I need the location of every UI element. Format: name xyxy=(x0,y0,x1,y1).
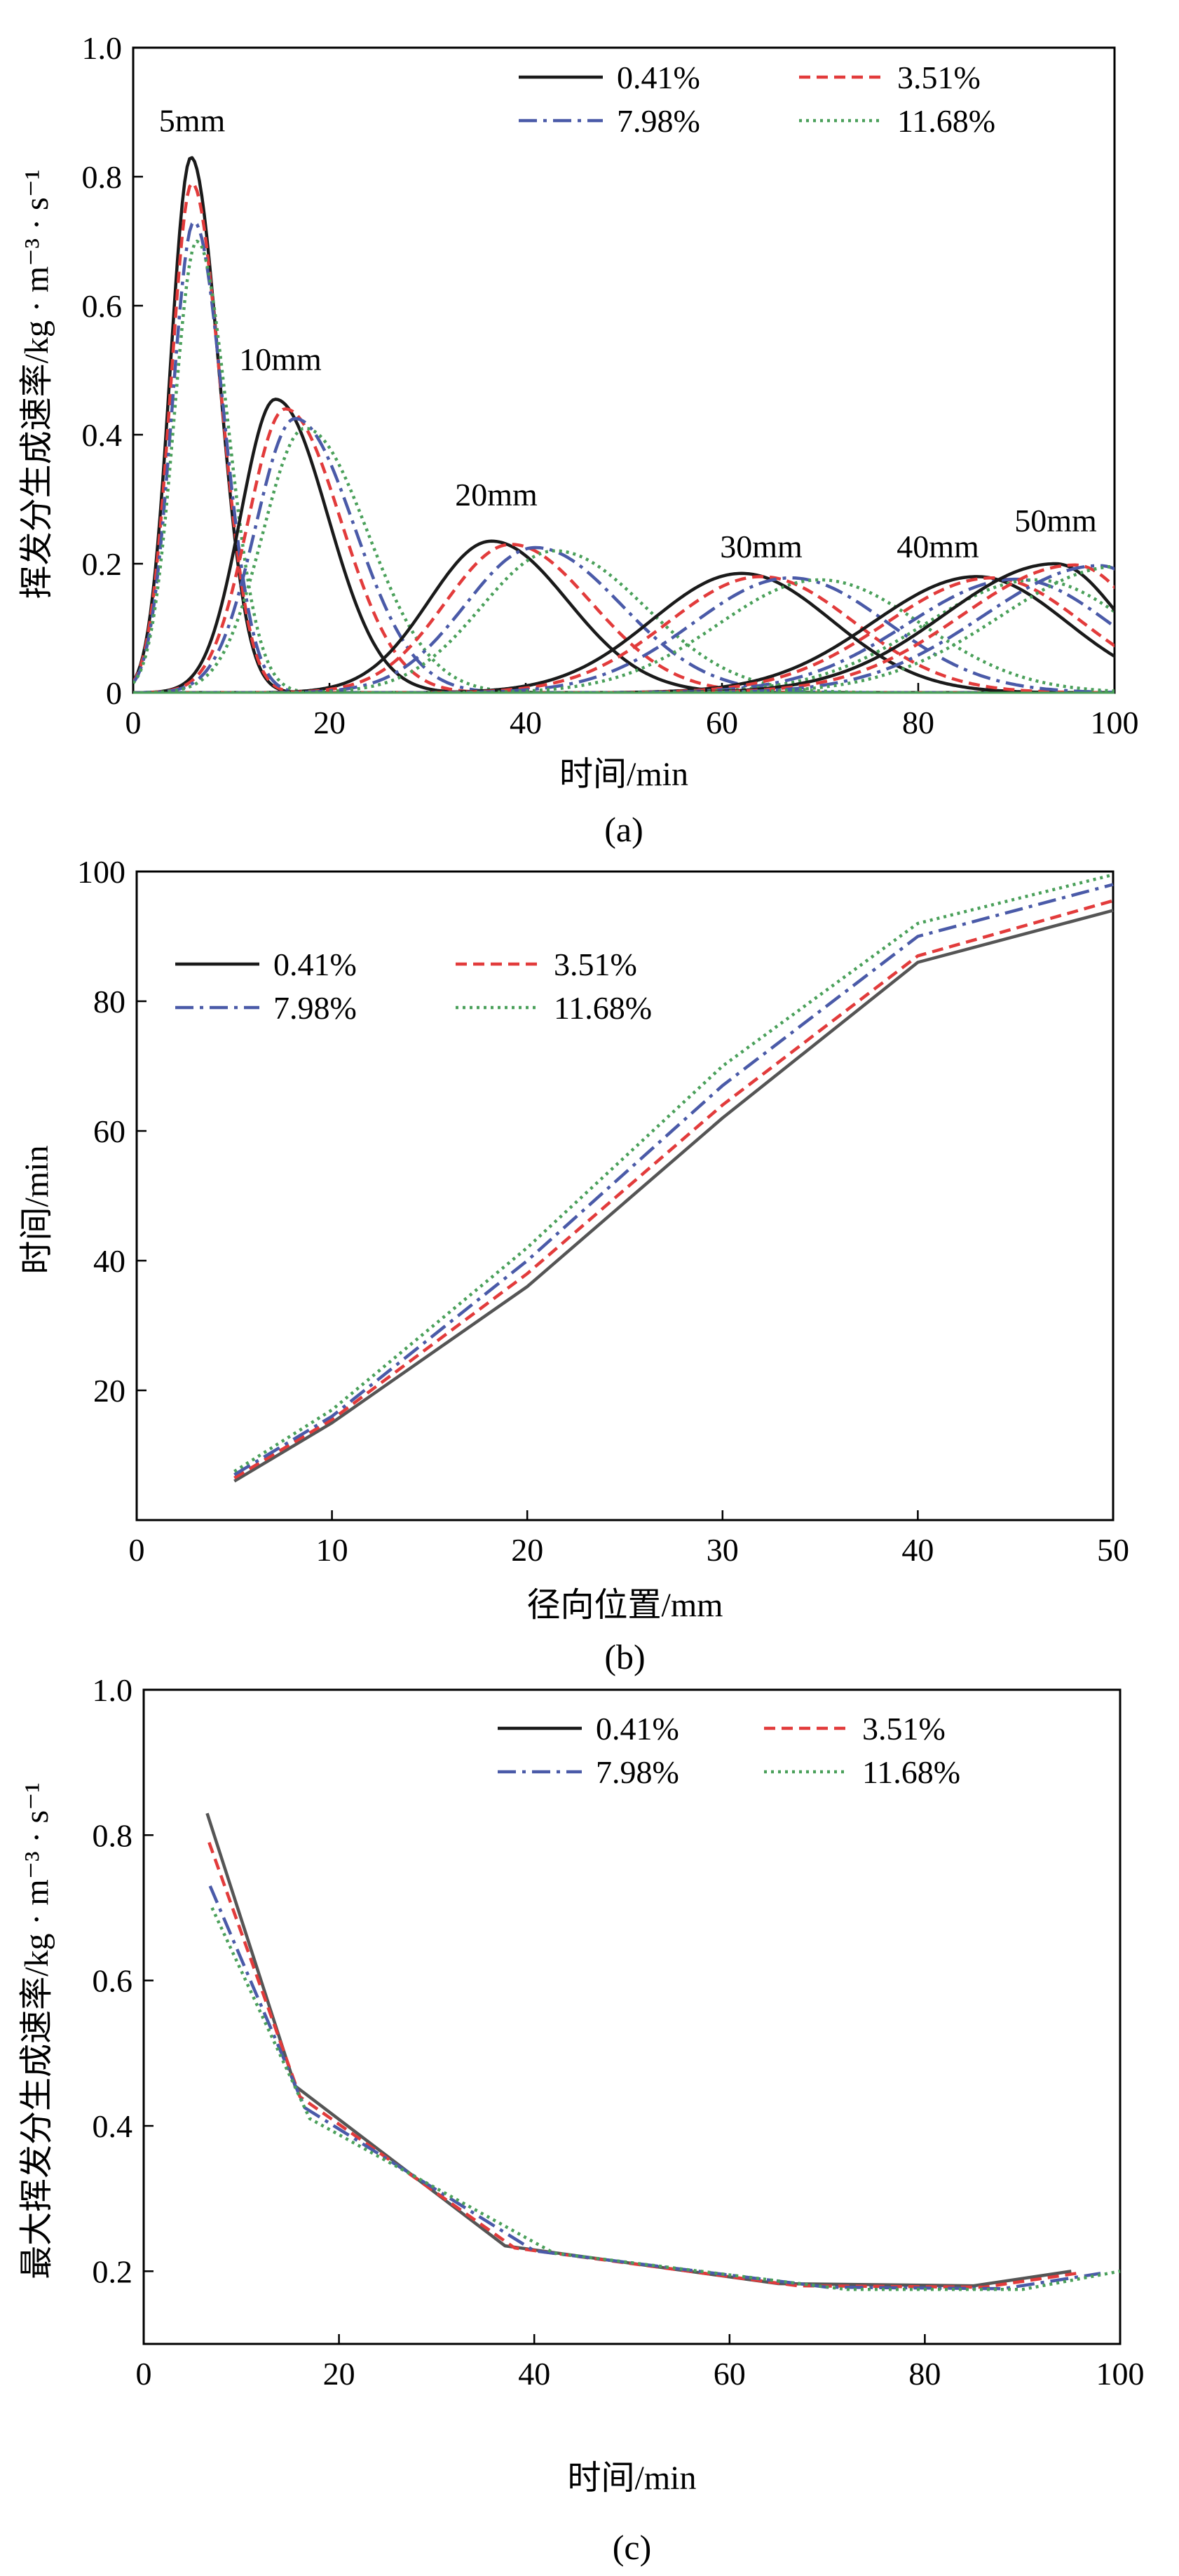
y-tick-label: 0.4 xyxy=(93,2108,133,2144)
series-curve-30mm-11-68pct xyxy=(133,578,1115,693)
peak-annotation: 30mm xyxy=(720,529,803,564)
y-axis-label: 时间/min xyxy=(18,1145,55,1274)
x-tick-label: 60 xyxy=(714,2356,746,2392)
series-line-7-98pct xyxy=(233,883,1114,1477)
y-tick-label: 0.6 xyxy=(82,288,123,324)
peak-annotation: 10mm xyxy=(239,341,322,377)
x-axis-label: 时间/min xyxy=(567,2460,696,2497)
series-curve-30mm-7-98pct xyxy=(133,576,1115,693)
figure-caption: (c) xyxy=(613,2528,652,2567)
x-tick-label: 20 xyxy=(313,705,346,740)
legend-label: 11.68% xyxy=(862,1754,960,1790)
series-curve-40mm-7-98pct xyxy=(133,577,1115,693)
y-tick-label: 80 xyxy=(93,984,125,1019)
series-curve-40mm-0-41pct xyxy=(133,575,1115,693)
peak-annotation: 50mm xyxy=(1014,503,1097,538)
series-line-7-98pct xyxy=(208,1885,1101,2291)
legend-label: 11.68% xyxy=(897,103,995,139)
x-tick-label: 80 xyxy=(908,2356,941,2392)
x-axis-label: 时间/min xyxy=(559,756,688,793)
y-tick-label: 0.6 xyxy=(93,1963,133,1999)
x-tick-label: 20 xyxy=(511,1532,543,1568)
series-curve-10mm-3-51pct xyxy=(133,407,1115,693)
series-curve-30mm-0-41pct xyxy=(133,571,1115,693)
series-line-3-51pct xyxy=(207,1841,1082,2289)
chart-panel-b: 0 10 20 30 40 50 20 40 60 80 100 径向位置/mm 时间/min (b) 0.… xyxy=(18,854,1129,1676)
x-tick-label: 60 xyxy=(706,705,738,740)
curves-group xyxy=(133,156,1115,693)
x-tick-label: 40 xyxy=(901,1532,934,1568)
series-line-0-41pct xyxy=(205,1812,1072,2288)
x-tick-label: 100 xyxy=(1091,705,1139,740)
y-tick-label: 0.2 xyxy=(82,546,123,582)
y-axis-label: 挥发分生成速率/kg · m⁻³ · s⁻¹ xyxy=(18,170,55,599)
chart-panel-c: 0 20 40 60 80 100 0.2 0.4 0.6 0.8 1.0 时间/min 最大挥发分生成… xyxy=(18,1672,1145,2567)
legend-label: 0.41% xyxy=(273,947,357,982)
legend-label: 0.41% xyxy=(617,60,700,95)
legend-label: 3.51% xyxy=(897,60,981,95)
y-tick-label: 0.8 xyxy=(93,1817,133,1853)
legend-label: 3.51% xyxy=(554,947,637,982)
series-curve-10mm-11-68pct xyxy=(133,426,1115,693)
x-tick-label: 0 xyxy=(125,705,142,740)
legend-label: 7.98% xyxy=(273,990,357,1026)
x-tick-label: 20 xyxy=(323,2356,355,2392)
legend-label: 7.98% xyxy=(596,1754,679,1790)
plot-frame xyxy=(142,1688,1122,2345)
legend-label: 0.41% xyxy=(596,1711,679,1747)
series-curve-5mm-0-41pct xyxy=(133,156,1115,693)
chart-panel-a: 0 20 40 60 80 100 0 0.2 0.4 0.6 0.8 1.0 时间/min 挥发分生成速… xyxy=(18,30,1139,849)
legend-label: 3.51% xyxy=(862,1711,946,1747)
y-tick-label: 40 xyxy=(93,1243,125,1279)
series-line-11-68pct xyxy=(233,873,1114,1473)
series-line-3-51pct xyxy=(233,899,1114,1479)
series-curve-10mm-0-41pct xyxy=(133,398,1115,693)
x-tick-label: 0 xyxy=(136,2356,152,2392)
peak-annotation: 5mm xyxy=(159,103,226,139)
x-tick-label: 10 xyxy=(316,1532,348,1568)
x-tick-label: 80 xyxy=(902,705,934,740)
y-tick-label: 100 xyxy=(77,854,125,890)
series-curve-10mm-7-98pct xyxy=(133,416,1115,693)
plot-frame xyxy=(135,870,1115,1521)
series-curve-50mm-11-68pct xyxy=(133,564,1115,693)
series-curve-20mm-0-41pct xyxy=(133,539,1115,693)
x-tick-label: 30 xyxy=(707,1532,739,1568)
series-curve-40mm-3-51pct xyxy=(133,576,1115,693)
y-tick-label: 0.2 xyxy=(93,2253,133,2289)
series-line-0-41pct xyxy=(233,909,1114,1483)
peak-annotation: 20mm xyxy=(455,477,538,513)
x-tick-label: 40 xyxy=(518,2356,550,2392)
legend-label: 7.98% xyxy=(617,103,700,139)
x-axis-label: 径向位置/mm xyxy=(526,1587,723,1624)
x-tick-label: 100 xyxy=(1096,2356,1145,2392)
y-tick-label: 0.4 xyxy=(82,417,123,453)
y-tick-label: 60 xyxy=(93,1113,125,1149)
y-tick-label: 1.0 xyxy=(82,30,123,66)
y-tick-label: 1.0 xyxy=(93,1672,133,1708)
y-tick-label: 0.8 xyxy=(82,159,123,195)
series-curve-50mm-7-98pct xyxy=(133,564,1115,693)
y-tick-label: 0 xyxy=(106,675,122,711)
figure-caption: (b) xyxy=(604,1637,645,1676)
series-line-11-68pct xyxy=(210,1907,1121,2291)
y-axis-label: 最大挥发分生成速率/kg · m⁻³ · s⁻¹ xyxy=(18,1782,55,2279)
x-tick-label: 50 xyxy=(1097,1532,1129,1568)
series-curve-5mm-7-98pct xyxy=(133,220,1115,693)
figure-caption: (a) xyxy=(604,810,643,849)
series-curve-30mm-3-51pct xyxy=(133,575,1115,693)
legend-label: 11.68% xyxy=(554,990,652,1026)
peak-annotation: 40mm xyxy=(897,529,979,564)
y-tick-label: 20 xyxy=(93,1373,125,1409)
x-tick-label: 0 xyxy=(129,1532,145,1568)
series-curve-40mm-11-68pct xyxy=(133,578,1115,693)
x-tick-label: 40 xyxy=(510,705,542,740)
